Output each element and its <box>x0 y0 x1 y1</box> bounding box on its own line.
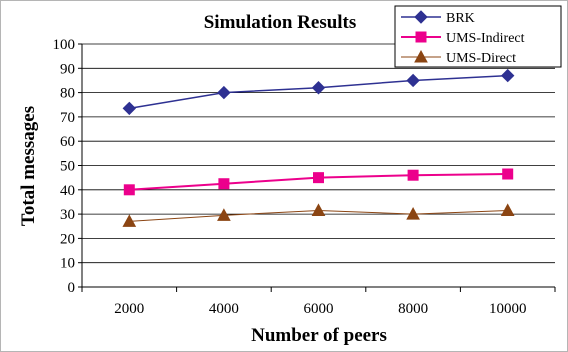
x-tick-label: 8000 <box>398 301 428 317</box>
y-tick-label: 30 <box>60 207 75 223</box>
y-tick-label: 90 <box>60 61 75 77</box>
data-point-ums-direct <box>311 203 326 216</box>
data-point-ums-indirect <box>502 168 514 180</box>
legend-marker <box>414 10 428 24</box>
x-tick-label: 2000 <box>114 301 144 317</box>
x-tick-label: 10000 <box>489 301 527 317</box>
y-tick-label: 70 <box>60 110 75 126</box>
data-point-brk <box>406 73 420 88</box>
x-axis-title: Number of peers <box>251 325 387 346</box>
y-tick-label: 60 <box>60 134 75 150</box>
data-point-ums-direct <box>406 207 420 220</box>
data-point-ums-indirect <box>313 172 324 184</box>
data-point-brk <box>500 68 515 83</box>
series-ums-direct <box>122 203 515 227</box>
legend-item-ums-indirect: UMS-Indirect <box>401 31 525 46</box>
data-point-ums-direct <box>217 208 231 221</box>
y-tick-label: 10 <box>60 256 75 272</box>
legend-marker <box>415 31 427 43</box>
y-tick-label: 20 <box>60 231 75 247</box>
data-point-ums-direct <box>500 203 515 216</box>
data-point-ums-indirect <box>123 184 135 196</box>
legend-items: BRK UMS-Indirect UMS-Direct <box>401 10 525 66</box>
legend-marker <box>414 49 428 63</box>
x-tick-label: 4000 <box>209 301 239 317</box>
chart-title: Simulation Results <box>204 12 357 33</box>
y-tick-label: 100 <box>53 37 76 53</box>
legend-item-ums-direct: UMS-Direct <box>401 49 516 66</box>
x-tick-label: 6000 <box>304 301 334 317</box>
legend-label: UMS-Indirect <box>446 31 525 46</box>
series-brk <box>122 68 515 116</box>
legend-label: BRK <box>446 11 475 26</box>
data-point-brk <box>217 85 231 100</box>
y-tick-label: 50 <box>60 159 75 175</box>
tick-labels: 0 10 20 30 40 50 60 70 80 90 100 2000 4000 6000 8000 10… <box>53 37 527 317</box>
legend: BRK UMS-Indirect UMS-Direct <box>394 5 562 68</box>
legend-label: UMS-Direct <box>446 51 516 66</box>
data-point-ums-indirect <box>407 169 419 181</box>
axes <box>78 43 556 292</box>
y-tick-label: 40 <box>60 183 75 199</box>
y-tick-label: 80 <box>60 86 75 102</box>
data-point-ums-direct <box>122 214 137 227</box>
data-point-brk <box>122 101 137 116</box>
y-tick-label: 0 <box>68 280 76 296</box>
legend-item-brk: BRK <box>401 10 475 26</box>
series-layer <box>122 68 515 227</box>
data-point-brk <box>311 81 326 95</box>
series-ums-indirect <box>123 168 514 196</box>
data-point-ums-indirect <box>218 178 230 190</box>
y-axis-title: Total messages <box>18 106 39 226</box>
